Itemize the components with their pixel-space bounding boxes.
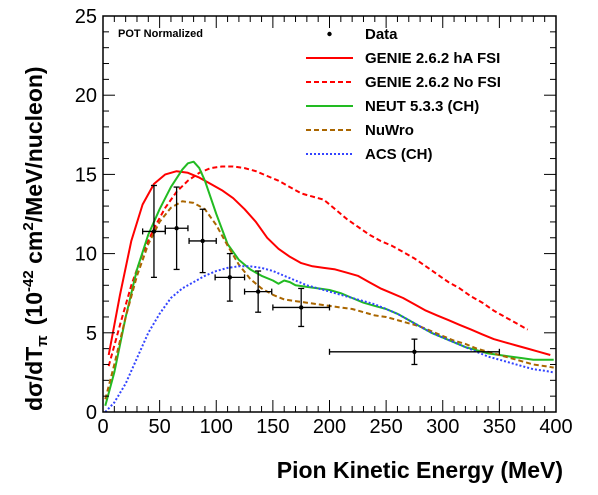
series-line-2 — [104, 160, 554, 406]
model-curves — [104, 160, 554, 413]
legend-label: NuWro — [365, 122, 414, 139]
pot-normalized-note: POT Normalized — [118, 28, 203, 40]
axis-ticks: 0 50 100 150 200 250 300 350 400 0 5 10 15 20 25 — [75, 6, 573, 438]
y-axis-title-unit-pre: (10 — [21, 292, 47, 325]
series-line-4 — [104, 265, 554, 413]
data-marker — [174, 226, 179, 231]
legend-label: ACS (CH) — [365, 146, 433, 163]
x-tick-label: 200 — [313, 416, 346, 438]
y-axis-title-main: dσ/dT — [21, 347, 47, 411]
y-axis-title-exponent: -42 — [20, 270, 37, 292]
y-tick-label: 5 — [86, 323, 97, 345]
x-tick-label: 0 — [97, 416, 108, 438]
y-axis-title-square: 2 — [20, 222, 37, 230]
x-tick-label: 150 — [256, 416, 289, 438]
data-marker — [227, 275, 233, 280]
series-line-1 — [107, 165, 529, 367]
x-axis-title: Pion Kinetic Energy (MeV) — [277, 457, 563, 483]
y-axis-title: dσ/dTπ (10-42 cm2/MeV/nucleon) — [20, 66, 51, 411]
x-tick-label: 50 — [149, 416, 171, 438]
data-point — [328, 338, 501, 366]
data-marker — [200, 238, 205, 244]
x-tick-label: 250 — [369, 416, 402, 438]
legend-entry-0: GENIE 2.6.2 hA FSI — [306, 50, 500, 67]
y-tick-label: 10 — [75, 244, 97, 266]
x-tick-label: 100 — [200, 416, 233, 438]
data-marker — [255, 289, 261, 294]
legend-entry-1: GENIE 2.6.2 No FSI — [306, 74, 501, 91]
legend-label: NEUT 5.3.3 (CH) — [365, 98, 479, 115]
legend-label: GENIE 2.6.2 hA FSI — [365, 50, 500, 67]
data-points — [141, 184, 501, 366]
y-axis-title-unit-post: /MeV/nucleon) — [21, 66, 47, 222]
series-line-0 — [107, 170, 551, 356]
data-point — [164, 186, 189, 271]
x-tick-label: 350 — [483, 416, 516, 438]
x-tick-label: 400 — [539, 416, 572, 438]
series-line-3 — [104, 200, 554, 400]
y-axis-title-subscript: π — [34, 335, 51, 347]
legend-data-marker — [327, 31, 332, 37]
data-point — [214, 252, 246, 302]
y-tick-label: 25 — [75, 6, 97, 28]
y-tick-label: 0 — [86, 402, 97, 424]
data-point — [243, 270, 273, 313]
data-point — [188, 208, 217, 274]
legend-entry-data: Data — [327, 26, 398, 43]
legend: Data GENIE 2.6.2 hA FSI GENIE 2.6.2 No FSI… — [306, 26, 501, 163]
x-tick-label: 300 — [426, 416, 459, 438]
data-marker — [412, 349, 417, 355]
data-marker — [298, 305, 304, 310]
data-point — [272, 287, 331, 328]
legend-entry-2: NEUT 5.3.3 (CH) — [306, 98, 479, 115]
y-axis-title-unit-mid: cm — [21, 231, 47, 271]
data-marker — [151, 229, 157, 234]
legend-entry-3: NuWro — [306, 122, 414, 139]
legend-entry-4: ACS (CH) — [306, 146, 433, 163]
y-tick-label: 20 — [75, 85, 97, 107]
y-tick-label: 15 — [75, 164, 97, 186]
legend-label: GENIE 2.6.2 No FSI — [365, 74, 501, 91]
legend-label-data: Data — [365, 26, 398, 43]
